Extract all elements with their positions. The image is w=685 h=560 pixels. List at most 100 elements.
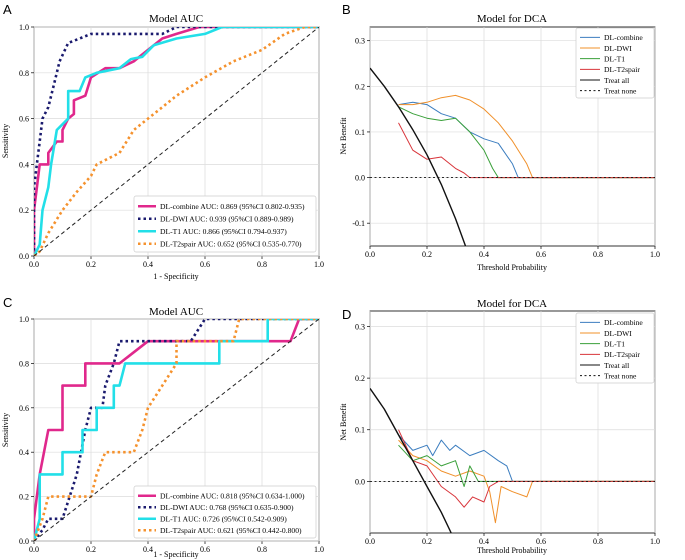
y-axis-label-b: Net Benefit: [339, 117, 348, 155]
legend-label: DL-T2spair AUC: 0.652 (95%CI 0.535-0.770…: [160, 240, 302, 249]
x-tick-label: 0.6: [536, 537, 546, 546]
y-tick-label: 1.0: [19, 315, 29, 324]
legend-label: DL-T1: [604, 339, 625, 348]
legend-label: DL-T1 AUC: 0.726 (95%CI 0.542-0.909): [160, 515, 287, 524]
x-tick-label: 1.0: [650, 537, 660, 546]
chart-title-d: Model for DCA: [477, 298, 547, 310]
legend-label: DL-combine: [604, 33, 643, 42]
x-tick-label: 1.0: [314, 545, 324, 554]
chart-panel-b: B Model for DCA 0.0 0.2 0.4 0.6 0.8 1.0 -0.1 0.…: [339, 2, 660, 272]
series-line-treat: [370, 67, 467, 246]
series-line-dl-t1: [398, 106, 655, 179]
x-axis-label-b: Threshold Probability: [477, 263, 547, 272]
series-line-dl-combine: [398, 101, 655, 179]
legend-box: [133, 485, 317, 539]
x-tick-label: 0.4: [479, 250, 489, 259]
legend-label: DL-T1: [604, 54, 625, 63]
x-axis-label-a: 1 - Specificity: [153, 272, 198, 281]
y-tick-label: 1.0: [19, 23, 29, 32]
x-tick-label: 0.8: [257, 545, 267, 554]
x-tick-label: 0.4: [143, 260, 153, 269]
x-tick-label: 0.6: [200, 260, 210, 269]
legend-label: DL-combine: [604, 318, 643, 327]
x-axis-label-c: 1 - Specificity: [153, 550, 198, 559]
y-tick-label: -0.1: [352, 219, 365, 228]
panel-letter-b: B: [342, 2, 351, 17]
chart-title-c: Model AUC: [149, 306, 203, 318]
x-tick-label: 0.6: [536, 250, 546, 259]
legend-label: Treat all: [604, 361, 629, 370]
legend-label: DL-combine AUC: 0.869 (95%CI 0.802-0.935…: [160, 202, 305, 211]
legend-box: [133, 195, 317, 253]
legend-label: DL-T2spair AUC: 0.621 (95%CI 0.442-0.800…: [160, 526, 302, 535]
panel-letter-d: D: [342, 307, 351, 322]
chart-panel-d: D Model for DCA 0.0 0.2 0.4 0.6 0.8 1.0 0.0 0.1…: [339, 298, 660, 555]
series-line-reference: [34, 27, 319, 256]
x-tick-label: 1.0: [650, 250, 660, 259]
y-tick-label: 0.4: [19, 160, 29, 169]
chart-panel-c: C Model AUC 0.0 0.2 0.4 0.6 0.8 1.0 0.0 0.2 0.4 0…: [1, 295, 324, 559]
series-line-dl-t2spair: [34, 27, 319, 256]
chart-title-a: Model AUC: [149, 13, 203, 25]
panel-letter-a: A: [3, 2, 12, 17]
legend-label: Treat none: [604, 371, 637, 380]
legend-label: DL-DWI AUC: 0.768 (95%CI 0.635-0.900): [160, 503, 294, 512]
x-tick-label: 0.4: [479, 537, 489, 546]
y-tick-label: 0.6: [19, 404, 29, 413]
y-tick-label: 0.3: [355, 322, 365, 331]
x-tick-label: 0.2: [86, 260, 96, 269]
y-tick-label: 0.2: [19, 493, 29, 502]
x-tick-label: 0.0: [29, 545, 39, 554]
series-line-dl-combine: [398, 434, 655, 482]
legend-label: DL-combine AUC: 0.818 (95%CI 0.634-1.000…: [160, 492, 305, 501]
x-tick-label: 0.2: [86, 545, 96, 554]
series-line-dl-t2spair: [398, 122, 655, 179]
series-line-dl-dwi: [398, 439, 655, 524]
series-line-dl-dwi: [34, 27, 319, 256]
x-tick-label: 0.0: [365, 250, 375, 259]
legend-label: DL-DWI AUC: 0.939 (95%CI 0.889-0.989): [160, 215, 294, 224]
series-line-dl-t1: [398, 444, 655, 487]
y-axis-label-c: Sensitivity: [1, 413, 10, 447]
x-tick-label: 0.8: [593, 250, 603, 259]
x-tick-label: 0.4: [143, 545, 153, 554]
y-tick-label: 0.3: [355, 37, 365, 46]
legend-label: DL-DWI: [604, 44, 632, 53]
x-tick-label: 0.2: [422, 250, 432, 259]
x-axis-label-d: Threshold Probability: [477, 546, 547, 555]
series-line-reference: [34, 319, 319, 541]
x-tick-label: 0.6: [200, 545, 210, 554]
chart-title-b: Model for DCA: [477, 13, 547, 25]
x-tick-label: 0.8: [593, 537, 603, 546]
y-axis-label-d: Net Benefit: [339, 403, 348, 441]
y-tick-label: 0.1: [355, 128, 365, 137]
legend-label: Treat all: [604, 76, 629, 85]
y-tick-label: 0.1: [355, 426, 365, 435]
chart-panel-a: A Model AUC 0.0 0.2 0.4 0.6 0.8 1.0 0.0 0.2 0.4 0…: [1, 2, 324, 281]
y-tick-label: 0.0: [355, 174, 365, 183]
legend-label: DL-T2spair: [604, 350, 640, 359]
x-tick-label: 0.0: [29, 260, 39, 269]
series-line-dl-t2spair: [34, 319, 319, 541]
y-tick-label: 0.0: [19, 252, 29, 261]
y-tick-label: 0.2: [355, 374, 365, 383]
x-tick-label: 1.0: [314, 260, 324, 269]
legend-label: DL-T2spair: [604, 65, 640, 74]
y-tick-label: 0.4: [19, 448, 29, 457]
legend-label: DL-T1 AUC: 0.866 (95%CI 0.794-0.937): [160, 227, 287, 236]
series-line-dl-t2spair: [398, 429, 655, 508]
y-tick-label: 0.6: [19, 115, 29, 124]
y-tick-label: 0.2: [19, 206, 29, 215]
series-line-treat: [370, 388, 452, 533]
y-tick-label: 0.2: [355, 82, 365, 91]
x-tick-label: 0.8: [257, 260, 267, 269]
y-tick-label: 0.8: [19, 69, 29, 78]
legend-label: DL-DWI: [604, 329, 632, 338]
y-tick-label: 0.8: [19, 359, 29, 368]
x-tick-label: 0.0: [365, 537, 375, 546]
legend-label: Treat none: [604, 86, 637, 95]
y-tick-label: 0.0: [19, 537, 29, 546]
x-tick-label: 0.2: [422, 537, 432, 546]
panel-letter-c: C: [3, 295, 12, 310]
